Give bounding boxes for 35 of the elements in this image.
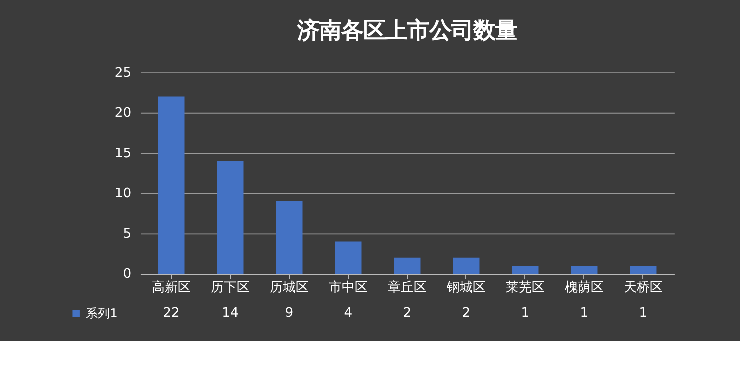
x-tick-label: 章丘区 — [388, 280, 427, 296]
bar — [335, 242, 362, 274]
y-tick-label: 0 — [123, 267, 132, 282]
data-label: 2 — [462, 306, 471, 322]
x-tick-label: 天桥区 — [624, 280, 663, 296]
y-tick-label: 5 — [123, 226, 132, 242]
x-tick-label: 历城区 — [270, 280, 309, 296]
data-label: 22 — [163, 306, 180, 322]
x-tick-label: 历下区 — [210, 280, 250, 296]
data-label: 1 — [580, 306, 589, 322]
x-tick-label: 槐荫区 — [564, 280, 604, 296]
bar — [512, 266, 539, 274]
bar — [158, 96, 185, 274]
bar — [217, 161, 244, 274]
data-label: 2 — [403, 306, 412, 322]
data-label: 4 — [344, 306, 353, 322]
chart-title: 济南各区上市公司数量 — [296, 18, 518, 44]
bar — [453, 258, 480, 274]
y-tick-label: 10 — [114, 186, 132, 202]
y-tick-label: 20 — [114, 106, 132, 122]
x-tick-label: 莱芜区 — [506, 280, 545, 296]
data-label: 14 — [222, 306, 239, 322]
y-tick-label: 25 — [114, 66, 132, 81]
bar — [630, 266, 657, 274]
x-tick-label: 钢城区 — [446, 280, 486, 296]
data-label: 9 — [285, 306, 294, 322]
data-label: 1 — [639, 306, 648, 322]
bar — [394, 258, 421, 274]
x-tick-label: 市中区 — [328, 280, 368, 296]
x-tick-label: 高新区 — [152, 279, 191, 296]
data-label: 1 — [521, 306, 530, 322]
bar — [571, 266, 598, 274]
legend-label: 系列1 — [86, 306, 118, 321]
bar — [276, 202, 303, 274]
y-tick-label: 15 — [114, 146, 132, 162]
